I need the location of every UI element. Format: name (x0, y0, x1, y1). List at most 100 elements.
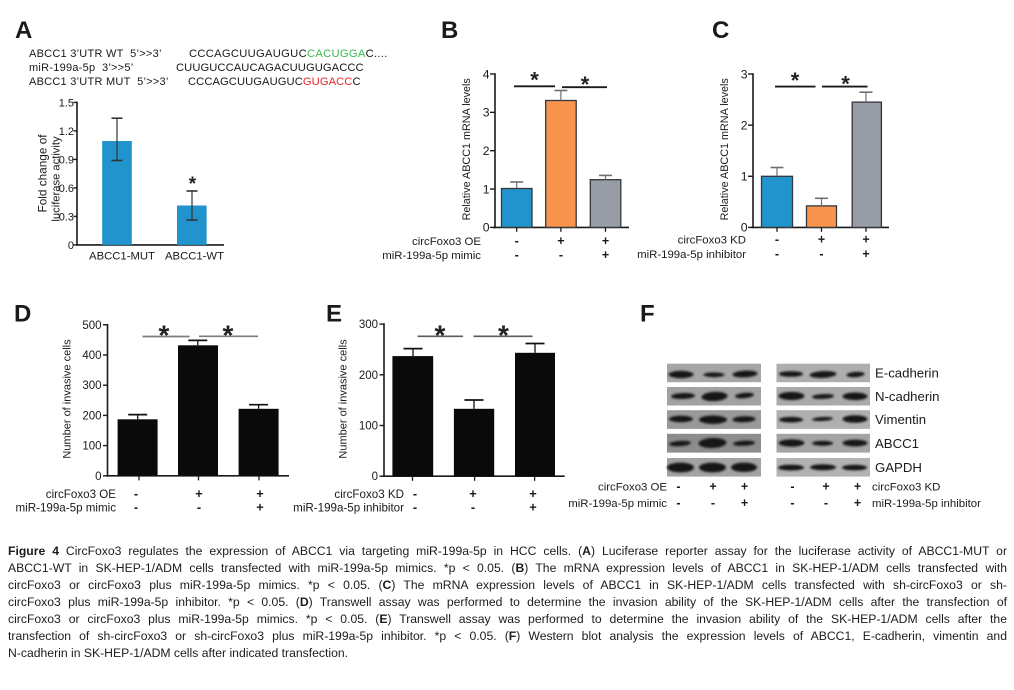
svg-text:500: 500 (82, 320, 101, 332)
svg-text:circFoxo3 OE: circFoxo3 OE (412, 236, 481, 248)
svg-text:E: E (326, 301, 342, 328)
svg-text:-: - (676, 496, 680, 510)
svg-text:200: 200 (82, 410, 101, 422)
svg-text:0: 0 (372, 471, 378, 483)
svg-text:1.5: 1.5 (59, 97, 74, 109)
svg-text:*: * (189, 174, 197, 195)
svg-text:-: - (134, 486, 138, 501)
svg-text:1: 1 (483, 182, 490, 196)
svg-text:*: * (498, 319, 509, 350)
svg-text:300: 300 (82, 380, 101, 392)
svg-text:E-cadherin: E-cadherin (875, 366, 939, 381)
svg-text:*: * (223, 319, 234, 350)
svg-text:*: * (530, 67, 539, 92)
svg-text:100: 100 (82, 441, 101, 453)
svg-text:-: - (197, 499, 201, 514)
svg-text:+: + (602, 248, 609, 262)
svg-text:+: + (854, 479, 861, 493)
svg-text:0: 0 (68, 240, 74, 252)
svg-text:miR-199a-5p mimic: miR-199a-5p mimic (382, 250, 481, 262)
svg-text:circFoxo3 OE: circFoxo3 OE (46, 488, 116, 501)
svg-text:ABCC1 3’UTR WT 5’>>3’: ABCC1 3’UTR WT 5’>>3’ (29, 48, 162, 60)
svg-text:-: - (676, 479, 680, 493)
svg-text:Number of invasive cells: Number of invasive cells (62, 339, 74, 459)
svg-text:+: + (469, 486, 476, 501)
svg-text:-: - (790, 496, 794, 510)
svg-text:circFoxo3 KD: circFoxo3 KD (872, 481, 940, 493)
svg-text:+: + (741, 496, 748, 510)
svg-text:-: - (790, 479, 794, 493)
svg-text:CUUGUCCAUCAGACUUGUGACCC: CUUGUCCAUCAGACUUGUGACCC (176, 62, 364, 74)
svg-text:-: - (559, 248, 563, 262)
svg-text:-: - (819, 247, 823, 261)
svg-text:B: B (441, 17, 458, 44)
svg-text:-: - (515, 234, 519, 248)
svg-text:Number of invasive cells: Number of invasive cells (338, 339, 350, 459)
svg-text:1: 1 (741, 170, 748, 184)
svg-text:ABCC1-WT: ABCC1-WT (165, 251, 224, 263)
svg-text:-: - (413, 486, 417, 501)
svg-text:3: 3 (741, 67, 748, 81)
svg-text:0.3: 0.3 (59, 211, 74, 223)
svg-text:*: * (841, 72, 850, 97)
svg-text:circFoxo3 KD: circFoxo3 KD (678, 235, 746, 247)
svg-text:Vimentin: Vimentin (875, 412, 926, 427)
svg-text:+: + (862, 247, 869, 261)
svg-text:miR-199a-5p inhibitor: miR-199a-5p inhibitor (872, 498, 981, 510)
svg-text:luciferase activity: luciferase activity (50, 136, 62, 222)
svg-text:+: + (529, 486, 536, 501)
svg-text:-: - (134, 499, 138, 514)
svg-text:+: + (557, 234, 564, 248)
svg-text:GAPDH: GAPDH (875, 460, 922, 475)
svg-text:*: * (791, 68, 800, 93)
svg-text:+: + (602, 234, 609, 248)
svg-text:0: 0 (741, 221, 748, 235)
svg-text:200: 200 (359, 370, 378, 382)
svg-text:-: - (711, 496, 715, 510)
svg-text:-: - (471, 499, 475, 514)
svg-text:circFoxo3 OE: circFoxo3 OE (598, 481, 667, 493)
svg-text:300: 300 (359, 319, 378, 331)
svg-text:0: 0 (95, 471, 101, 483)
svg-text:0.6: 0.6 (59, 183, 74, 195)
svg-text:*: * (581, 72, 590, 97)
svg-text:-: - (775, 233, 779, 247)
svg-text:ABCC1-MUT: ABCC1-MUT (89, 251, 155, 263)
svg-text:-: - (775, 247, 779, 261)
svg-text:+: + (256, 486, 263, 501)
svg-text:+: + (195, 486, 202, 501)
svg-text:3: 3 (483, 106, 490, 120)
svg-text:-: - (515, 248, 519, 262)
svg-text:0.9: 0.9 (59, 154, 74, 166)
svg-text:miR-199a-5p 3’>>5’: miR-199a-5p 3’>>5’ (29, 62, 133, 74)
svg-text:2: 2 (483, 144, 490, 158)
svg-text:C: C (712, 17, 729, 44)
svg-text:+: + (822, 479, 829, 493)
svg-text:miR-199a-5p mimic: miR-199a-5p mimic (568, 498, 667, 510)
svg-text:*: * (159, 319, 170, 350)
svg-text:0: 0 (483, 221, 490, 235)
svg-text:D: D (14, 301, 31, 328)
svg-text:100: 100 (359, 421, 378, 433)
svg-text:2: 2 (741, 118, 748, 132)
svg-text:+: + (709, 479, 716, 493)
svg-text:miR-199a-5p inhibitor: miR-199a-5p inhibitor (293, 501, 404, 514)
svg-text:F: F (640, 301, 655, 328)
svg-text:N-cadherin: N-cadherin (875, 389, 940, 404)
svg-text:+: + (529, 499, 536, 514)
svg-text:-: - (824, 496, 828, 510)
svg-text:+: + (862, 233, 869, 247)
svg-text:*: * (435, 319, 446, 350)
svg-text:+: + (256, 499, 263, 514)
svg-text:+: + (741, 479, 748, 493)
svg-text:1.2: 1.2 (59, 126, 74, 138)
svg-text:Relative ABCC1 mRNA levels: Relative ABCC1 mRNA levels (719, 78, 731, 221)
svg-text:-: - (413, 499, 417, 514)
svg-text:circFoxo3 KD: circFoxo3 KD (334, 488, 404, 501)
svg-text:ABCC1 3’UTR MUT 5’>>3’: ABCC1 3’UTR MUT 5’>>3’ (29, 76, 169, 88)
svg-text:400: 400 (82, 350, 101, 362)
svg-text:CCCAGCUUGAUGUCGUGACCC: CCCAGCUUGAUGUCGUGACCC (188, 76, 361, 88)
svg-text:CCCAGCUUGAUGUCCACUGGAC....: CCCAGCUUGAUGUCCACUGGAC.... (189, 48, 388, 60)
svg-text:Fold change of: Fold change of (36, 134, 50, 213)
svg-text:+: + (818, 233, 825, 247)
